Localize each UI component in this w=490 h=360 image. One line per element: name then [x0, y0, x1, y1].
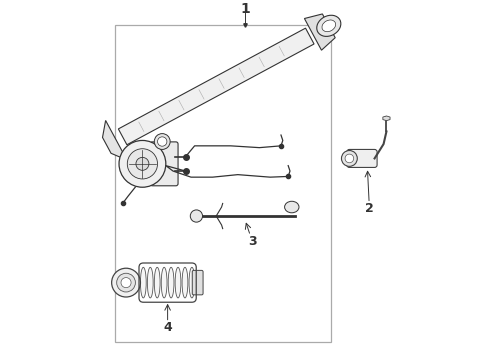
FancyBboxPatch shape	[347, 149, 377, 167]
Bar	[116, 25, 331, 342]
Circle shape	[127, 149, 158, 179]
Ellipse shape	[168, 267, 174, 298]
Polygon shape	[383, 116, 390, 121]
Ellipse shape	[141, 267, 146, 298]
Circle shape	[154, 134, 170, 149]
Ellipse shape	[285, 201, 299, 213]
Text: 3: 3	[248, 235, 256, 248]
Ellipse shape	[182, 267, 188, 298]
Ellipse shape	[322, 20, 336, 32]
Ellipse shape	[154, 267, 160, 298]
FancyBboxPatch shape	[192, 270, 203, 295]
Circle shape	[158, 137, 167, 146]
Circle shape	[136, 157, 149, 170]
Circle shape	[119, 140, 166, 187]
Ellipse shape	[147, 267, 153, 298]
Text: 2: 2	[365, 202, 373, 215]
Polygon shape	[304, 14, 335, 50]
Circle shape	[190, 210, 202, 222]
Circle shape	[117, 273, 135, 292]
Ellipse shape	[317, 15, 341, 36]
Ellipse shape	[175, 267, 181, 298]
Ellipse shape	[189, 267, 195, 298]
Text: 1: 1	[240, 2, 250, 16]
Polygon shape	[119, 28, 314, 145]
Circle shape	[112, 268, 141, 297]
Circle shape	[342, 150, 357, 166]
Text: 4: 4	[163, 321, 172, 334]
Polygon shape	[102, 121, 127, 160]
FancyBboxPatch shape	[150, 142, 178, 186]
Circle shape	[345, 154, 354, 163]
Circle shape	[121, 278, 131, 288]
Ellipse shape	[161, 267, 167, 298]
